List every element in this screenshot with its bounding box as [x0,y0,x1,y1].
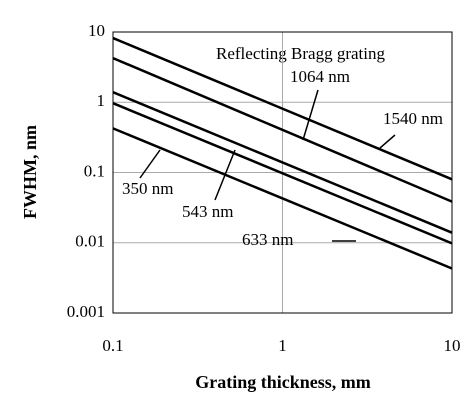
y-axis-label: FWHM, nm [20,125,40,219]
annotation: Reflecting Bragg grating [216,44,386,63]
y-tick-label: 1 [97,91,106,110]
y-tick-label: 10 [88,21,105,40]
label-pointer [139,149,161,179]
plot-frame [112,31,453,314]
x-tick-label: 1 [278,336,287,355]
series-label: 633 nm [242,230,293,249]
x-tick-label: 10 [444,336,461,355]
series-label: 1540 nm [383,109,443,128]
series-line [112,102,453,245]
series-line [112,91,453,234]
series-label: 350 nm [122,179,173,198]
series-line [112,127,453,270]
x-axis-label: Grating thickness, mm [195,372,371,392]
series-label: 543 nm [182,202,233,221]
y-tick-label: 0.01 [75,232,105,251]
series-line [112,56,453,203]
x-tick-label: 0.1 [102,336,123,355]
label-pointer [379,134,396,149]
y-tick-label: 0.1 [84,161,105,180]
label-pointer [302,89,319,141]
series-label: 1064 nm [290,67,350,86]
y-tick-label: 0.001 [67,302,105,321]
series-line [112,36,453,181]
